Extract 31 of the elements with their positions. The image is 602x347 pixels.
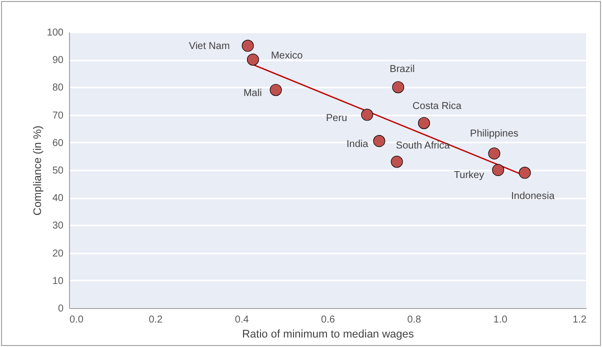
- annotation: Mexico: [270, 50, 304, 62]
- x-tick-label: 1.2: [572, 314, 587, 326]
- annotation: India: [346, 139, 369, 150]
- annotation: Indonesia: [511, 190, 555, 202]
- annotation: Mali: [243, 88, 262, 99]
- y-tick-label: 10: [52, 276, 64, 287]
- annotation: Philippines: [470, 128, 518, 140]
- y-axis-title: Compliance (in %): [32, 126, 44, 216]
- x-tick-label: 0.4: [234, 314, 250, 326]
- annotation: Peru: [326, 112, 348, 124]
- y-tick-label: 80: [52, 82, 64, 94]
- annotation: South Africa: [396, 140, 450, 152]
- y-tick-label: 30: [52, 220, 64, 232]
- y-tick-label: 90: [52, 55, 64, 66]
- y-tick-label: 50: [52, 166, 64, 176]
- annotation: Brazil: [390, 64, 415, 76]
- x-tick-label: 1.0: [493, 314, 508, 326]
- annotation: Costa Rica: [412, 101, 462, 112]
- y-tick-label: 40: [52, 193, 64, 204]
- x-tick-label: 0.6: [321, 314, 336, 326]
- annotation: Turkey: [454, 170, 484, 181]
- y-tick-label: 60: [52, 138, 64, 149]
- y-tick-label: 100: [46, 28, 64, 38]
- y-tick-label: 70: [52, 110, 64, 122]
- x-tick-label: 0.2: [148, 314, 164, 326]
- annotation: Viet Nam: [188, 40, 230, 52]
- x-tick-label: 0.0: [70, 314, 84, 326]
- y-tick-label: 20: [52, 248, 64, 260]
- y-tick-label: 0: [58, 304, 64, 314]
- x-tick-label: 0.8: [407, 314, 422, 326]
- x-axis-title: Ratio of minimum to median wages: [242, 328, 414, 340]
